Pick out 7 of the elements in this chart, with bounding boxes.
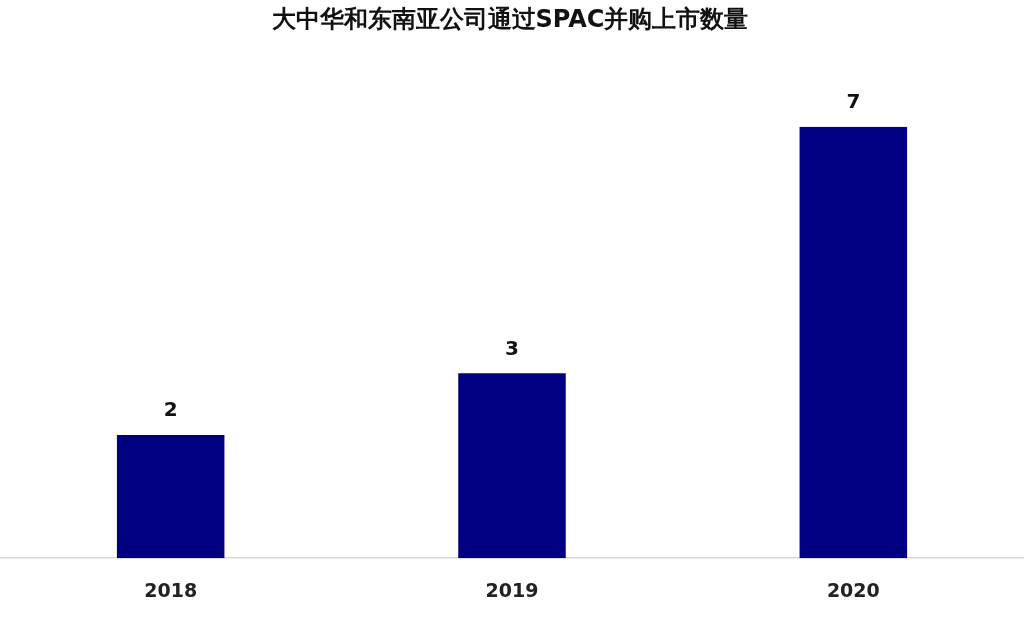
data-label: 7: [846, 89, 861, 113]
x-tick-label: 2019: [485, 578, 539, 601]
data-label: 3: [505, 335, 519, 360]
x-tick-label: 2018: [144, 578, 198, 601]
chart-title: 大中华和东南亚公司通过SPAC并购上市数量: [271, 4, 749, 33]
x-tick-label: 2020: [826, 578, 880, 601]
data-label: 2: [163, 397, 178, 422]
